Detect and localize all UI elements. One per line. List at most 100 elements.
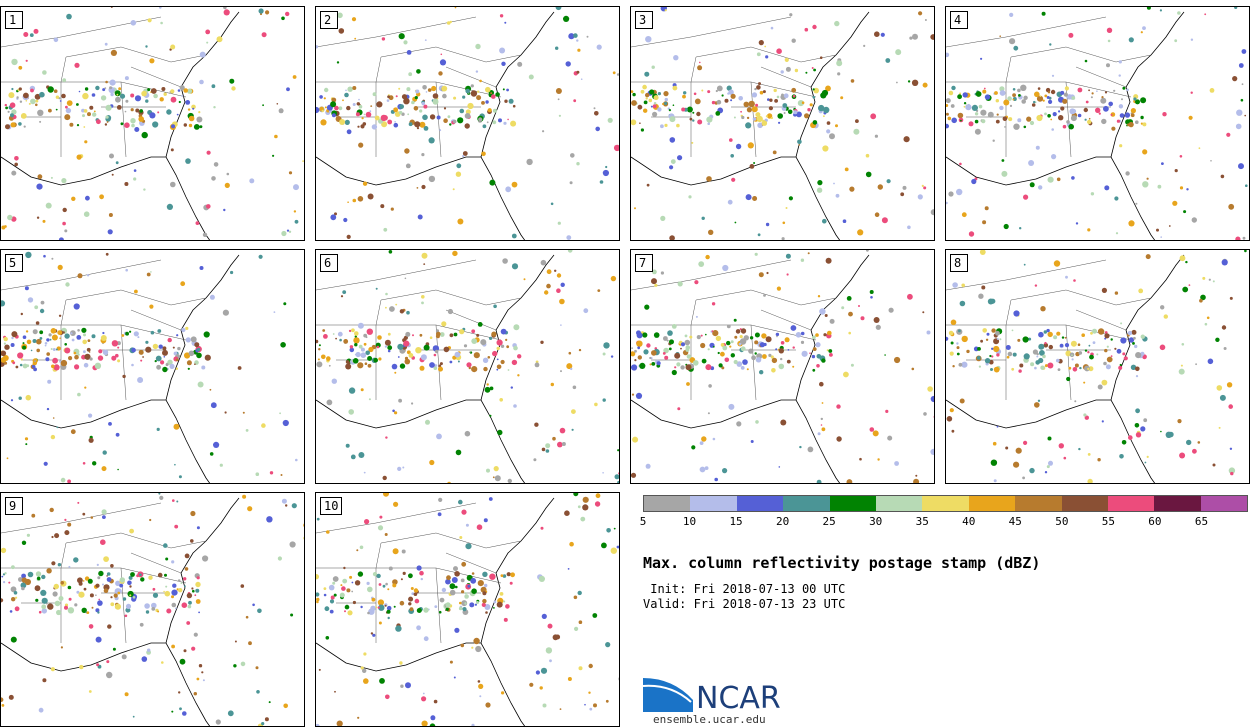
reflectivity-cell <box>165 585 168 588</box>
reflectivity-cell <box>788 196 793 201</box>
reflectivity-cell <box>1036 114 1043 122</box>
reflectivity-cell <box>205 29 211 35</box>
reflectivity-cell <box>762 90 766 94</box>
reflectivity-cell <box>722 264 729 272</box>
reflectivity-cell <box>151 607 156 611</box>
reflectivity-cell <box>816 479 822 483</box>
reflectivity-cell <box>51 364 55 369</box>
reflectivity-cell <box>416 187 419 189</box>
reflectivity-cell <box>414 96 418 100</box>
reflectivity-cell <box>812 88 815 91</box>
reflectivity-cell <box>471 329 476 334</box>
state-border <box>130 552 182 574</box>
reflectivity-cell <box>258 8 264 14</box>
reflectivity-cell <box>50 176 53 179</box>
reflectivity-cell <box>570 153 575 158</box>
reflectivity-cell <box>455 585 458 589</box>
reflectivity-cell <box>87 339 91 342</box>
reflectivity-cell <box>102 349 109 355</box>
reflectivity-cell <box>378 621 382 625</box>
reflectivity-cell <box>1085 100 1089 104</box>
coastline <box>165 11 240 158</box>
reflectivity-cell <box>493 304 497 309</box>
reflectivity-cell <box>326 530 330 534</box>
reflectivity-cell <box>593 703 597 708</box>
reflectivity-cell <box>32 339 37 343</box>
reflectivity-cell <box>951 117 957 124</box>
reflectivity-cell <box>594 501 601 507</box>
reflectivity-map <box>1 7 304 240</box>
reflectivity-cell <box>114 90 121 97</box>
reflectivity-cell <box>408 602 412 606</box>
reflectivity-cell <box>458 606 463 611</box>
reflectivity-cell <box>454 7 457 9</box>
logo-url: ensemble.ucar.edu <box>653 713 766 726</box>
reflectivity-cell <box>97 600 103 606</box>
reflectivity-cell <box>618 472 619 475</box>
reflectivity-cell <box>408 596 414 602</box>
reflectivity-cell <box>540 526 544 530</box>
reflectivity-cell <box>408 353 414 358</box>
reflectivity-cell <box>318 668 321 671</box>
reflectivity-cell <box>52 348 56 351</box>
reflectivity-cell <box>697 119 703 125</box>
reflectivity-cell <box>552 436 556 441</box>
reflectivity-cell <box>884 354 886 356</box>
reflectivity-cell <box>470 84 474 88</box>
reflectivity-cell <box>45 202 52 209</box>
reflectivity-cell <box>197 381 204 388</box>
reflectivity-cell <box>368 398 371 401</box>
reflectivity-cell <box>500 359 505 365</box>
reflectivity-cell <box>117 346 120 349</box>
reflectivity-cell <box>1039 350 1045 356</box>
reflectivity-cell <box>404 277 407 280</box>
reflectivity-cell <box>1039 95 1042 97</box>
reflectivity-cell <box>602 472 604 474</box>
reflectivity-cell <box>812 120 818 125</box>
reflectivity-cell <box>9 102 16 108</box>
reflectivity-cell <box>1105 364 1111 370</box>
reflectivity-cell <box>77 273 83 279</box>
reflectivity-cell <box>11 58 18 66</box>
reflectivity-cell <box>346 129 352 135</box>
reflectivity-cell <box>334 690 336 693</box>
reflectivity-cell <box>377 335 382 340</box>
reflectivity-cell <box>1074 400 1077 403</box>
reflectivity-cell <box>726 324 731 329</box>
reflectivity-cell <box>95 85 100 91</box>
reflectivity-cell <box>714 477 718 482</box>
reflectivity-cell <box>1081 333 1085 337</box>
reflectivity-cell <box>175 358 179 362</box>
panel-number: 2 <box>320 11 338 29</box>
reflectivity-cell <box>750 440 754 443</box>
reflectivity-cell <box>577 48 581 52</box>
reflectivity-cell <box>668 109 671 112</box>
reflectivity-cell <box>794 68 799 73</box>
ncar-logo-text: NCAR <box>696 681 781 716</box>
reflectivity-cell <box>765 115 768 118</box>
reflectivity-cell <box>1101 96 1104 99</box>
reflectivity-cell <box>669 165 674 170</box>
reflectivity-cell <box>36 183 43 190</box>
reflectivity-cell <box>107 624 112 629</box>
reflectivity-cell <box>185 326 189 330</box>
reflectivity-cell <box>202 232 208 237</box>
reflectivity-cell <box>465 523 469 527</box>
reflectivity-cell <box>749 336 754 340</box>
reflectivity-cell <box>946 201 948 205</box>
reflectivity-cell <box>157 329 162 333</box>
reflectivity-cell <box>152 343 159 350</box>
reflectivity-cell <box>11 87 14 91</box>
reflectivity-cell <box>877 458 880 461</box>
reflectivity-cell <box>103 556 109 562</box>
reflectivity-cell <box>22 363 28 369</box>
reflectivity-cell <box>992 139 995 142</box>
reflectivity-cell <box>689 117 693 121</box>
reflectivity-cell <box>1120 337 1127 344</box>
reflectivity-cell <box>792 365 795 368</box>
reflectivity-cell <box>671 369 677 376</box>
reflectivity-cell <box>158 493 161 495</box>
reflectivity-cell <box>813 87 819 94</box>
reflectivity-cell <box>813 68 816 72</box>
reflectivity-cell <box>484 386 491 393</box>
